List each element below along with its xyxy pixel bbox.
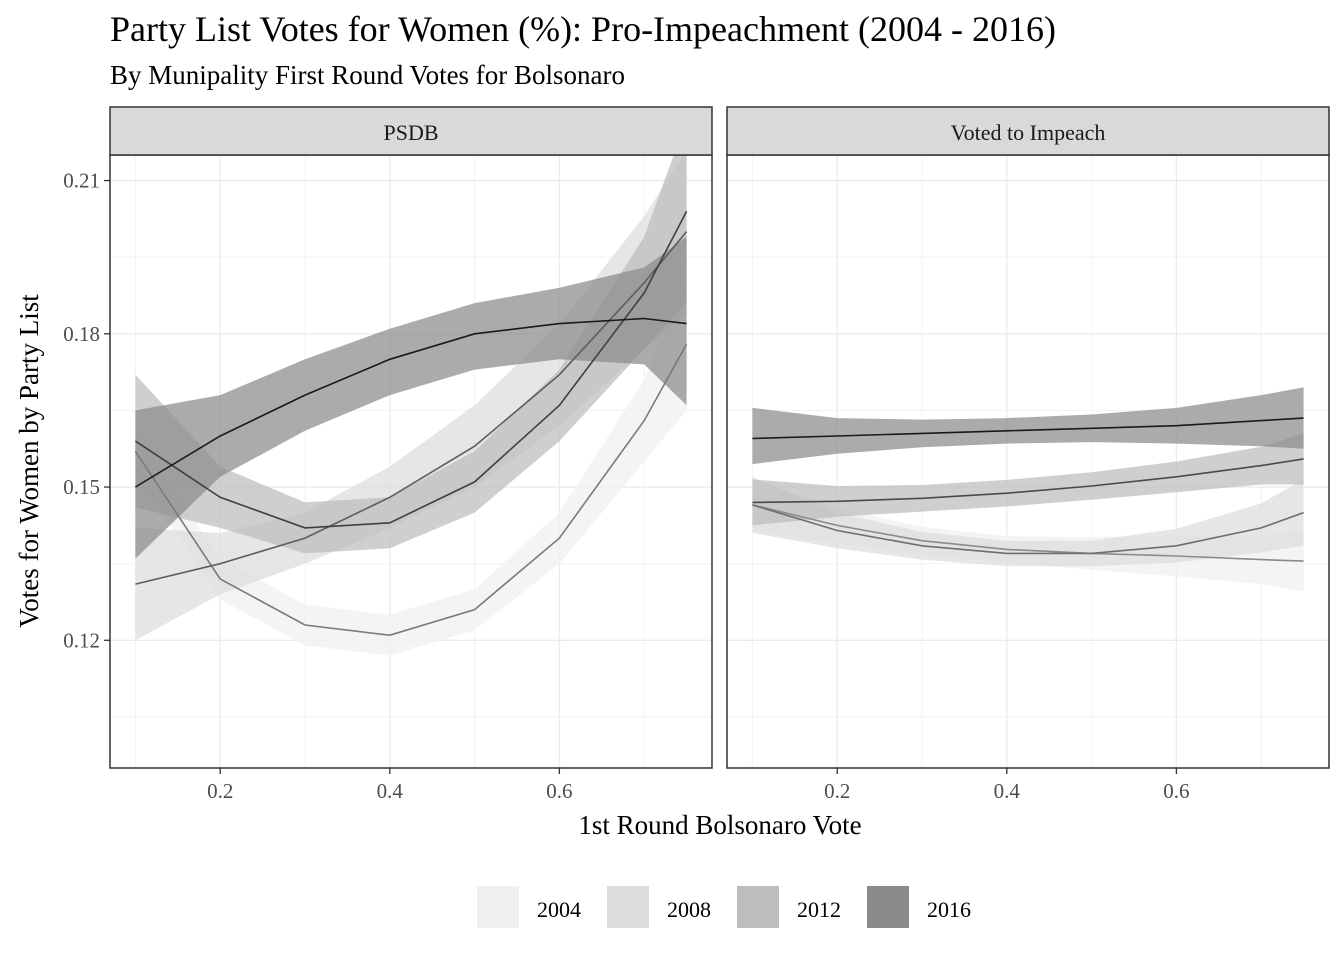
psdb-x-tick-label-0: 0.2 [207, 779, 233, 803]
legend-label-2004: 2004 [537, 897, 581, 922]
voted-to-impeach-x-tick-label-2: 0.6 [1163, 779, 1189, 803]
legend-label-2008: 2008 [667, 897, 711, 922]
voted-to-impeach-line-2012 [752, 458, 1304, 504]
psdb-line-2008 [135, 231, 688, 585]
psdb-band-2012 [135, 119, 687, 554]
y-tick-label-2: 0.18 [63, 322, 100, 346]
legend-swatch-2016 [867, 886, 909, 928]
psdb-line-2016 [134, 317, 687, 488]
x-axis-title: 1st Round Bolsonaro Vote [578, 810, 861, 840]
legend-swatch-2004 [477, 886, 519, 928]
legend-swatch-2008 [607, 886, 649, 928]
voted-to-impeach-line-2004 [752, 504, 1304, 562]
psdb-band-2004 [135, 277, 687, 656]
psdb-line-2004 [134, 343, 688, 637]
legend-label-2016: 2016 [927, 897, 971, 922]
chart-title: Party List Votes for Women (%): Pro-Impe… [110, 9, 1056, 49]
voted-to-impeach-strip [726, 106, 1330, 156]
voted-to-impeach-line-2016 [752, 417, 1304, 440]
voted-to-impeach-band-2008 [752, 476, 1304, 567]
voted-to-impeach-line-2008 [752, 504, 1304, 555]
y-tick-label-1: 0.15 [63, 475, 100, 499]
y-tick-label-3: 0.21 [63, 169, 100, 193]
legend-swatch-2012 [737, 886, 779, 928]
chart-subtitle: By Munipality First Round Votes for Bols… [110, 60, 626, 90]
psdb-strip [109, 106, 713, 156]
voted-to-impeach-band-2012 [752, 433, 1304, 526]
psdb-x-tick-label-2: 0.6 [546, 779, 572, 803]
voted-to-impeach-band-2004 [752, 479, 1304, 592]
voted-to-impeach-x-tick-label-0: 0.2 [824, 779, 850, 803]
legend-label-2012: 2012 [797, 897, 841, 922]
y-tick-label-0: 0.12 [63, 628, 100, 652]
psdb-strip-label: PSDB [383, 120, 438, 145]
voted-to-impeach-band-2016 [752, 387, 1304, 465]
voted-to-impeach-strip-label: Voted to Impeach [951, 120, 1106, 145]
psdb-band-2016 [135, 236, 687, 559]
voted-to-impeach-x-tick-label-1: 0.4 [994, 779, 1021, 803]
psdb-line-2012 [134, 210, 688, 529]
psdb-band-2008 [135, 149, 687, 641]
y-axis-title: Votes for Women by Party List [14, 294, 44, 628]
psdb-x-tick-label-1: 0.4 [377, 779, 404, 803]
